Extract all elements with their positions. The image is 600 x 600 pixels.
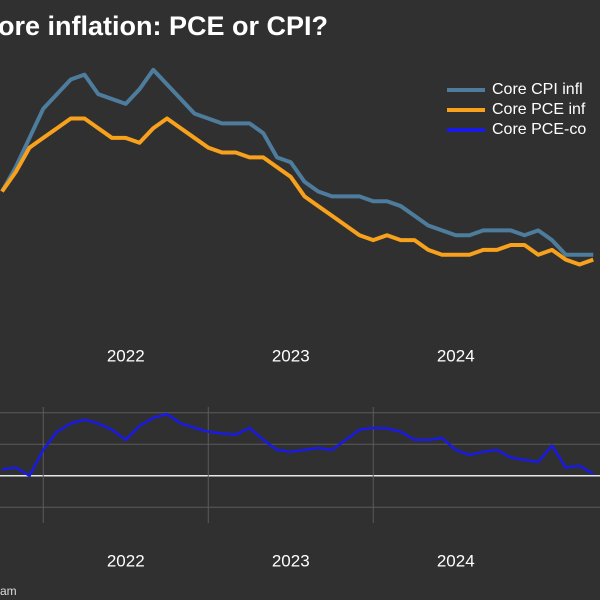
legend-label: Core PCE inf	[492, 101, 586, 118]
x-tick-label: 2023	[272, 346, 310, 365]
x-tick-label: 2024	[437, 346, 475, 365]
x-tick-label: 2022	[107, 551, 145, 570]
chart-title: ore inflation: PCE or CPI?	[0, 11, 328, 41]
series-line	[0, 116, 594, 267]
x-tick-label: 2023	[272, 551, 310, 570]
legend-label: Core CPI infl	[492, 81, 583, 98]
x-tick-label: 2022	[107, 346, 145, 365]
source: am	[0, 584, 17, 598]
legend-label: Core PCE-co	[492, 121, 586, 138]
x-tick-label: 2024	[437, 551, 475, 570]
series-line	[1, 412, 594, 477]
series-line	[0, 67, 594, 257]
